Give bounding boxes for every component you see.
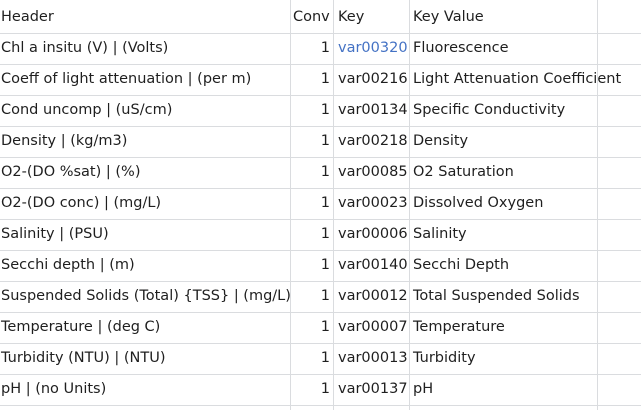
row-divider	[0, 95, 641, 96]
key-cell[interactable]: var00012	[338, 288, 408, 304]
key-cell[interactable]: var00140	[338, 257, 408, 273]
header-cell[interactable]: Suspended Solids (Total) {TSS} | (mg/L)	[1, 288, 291, 304]
key-cell[interactable]: var00216	[338, 71, 408, 87]
header-cell[interactable]: Temperature | (deg C)	[1, 319, 161, 335]
column-header-key[interactable]: Key	[338, 9, 365, 25]
row-divider	[0, 64, 641, 65]
row-divider	[0, 312, 641, 313]
header-cell[interactable]: Chl a insitu (V) | (Volts)	[1, 40, 169, 56]
header-cell[interactable]: O2-(DO %sat) | (%)	[1, 164, 141, 180]
key-value-cell[interactable]: Temperature	[413, 319, 505, 335]
conv-cell[interactable]: 1	[320, 164, 330, 180]
row-divider	[0, 157, 641, 158]
key-value-cell[interactable]: Density	[413, 133, 469, 149]
column-divider	[333, 0, 334, 410]
column-divider	[597, 0, 598, 410]
conv-cell[interactable]: 1	[320, 319, 330, 335]
key-value-cell[interactable]: O2 Saturation	[413, 164, 514, 180]
header-cell[interactable]: Secchi depth | (m)	[1, 257, 135, 273]
conv-cell[interactable]: 1	[320, 40, 330, 56]
key-value-cell[interactable]: Fluorescence	[413, 40, 509, 56]
key-cell-hyperlink[interactable]: var00320	[338, 40, 408, 56]
key-value-cell[interactable]: Total Suspended Solids	[413, 288, 580, 304]
key-cell[interactable]: var00218	[338, 133, 408, 149]
conv-cell[interactable]: 1	[320, 102, 330, 118]
key-value-cell[interactable]: Specific Conductivity	[413, 102, 566, 118]
header-cell[interactable]: Turbidity (NTU) | (NTU)	[1, 350, 166, 366]
key-value-cell[interactable]: pH	[413, 381, 434, 397]
key-cell[interactable]: var00007	[338, 319, 408, 335]
conv-cell[interactable]: 1	[320, 381, 330, 397]
conv-cell[interactable]: 1	[320, 288, 330, 304]
column-header-header[interactable]: Header	[1, 9, 54, 25]
row-divider	[0, 405, 641, 406]
row-divider	[0, 250, 641, 251]
column-divider	[409, 0, 410, 410]
header-cell[interactable]: Cond uncomp | (uS/cm)	[1, 102, 173, 118]
header-cell[interactable]: Density | (kg/m3)	[1, 133, 128, 149]
header-cell[interactable]: Coeff of light attenuation | (per m)	[1, 71, 252, 87]
row-divider	[0, 281, 641, 282]
column-divider	[290, 0, 291, 410]
row-divider	[0, 126, 641, 127]
key-cell[interactable]: var00085	[338, 164, 408, 180]
conv-cell[interactable]: 1	[320, 350, 330, 366]
row-divider	[0, 33, 641, 34]
key-cell[interactable]: var00013	[338, 350, 408, 366]
conv-cell[interactable]: 1	[320, 133, 330, 149]
row-divider	[0, 188, 641, 189]
header-cell[interactable]: pH | (no Units)	[1, 381, 107, 397]
key-value-cell[interactable]: Light Attenuation Coefficient	[413, 71, 622, 87]
key-value-cell[interactable]: Secchi Depth	[413, 257, 510, 273]
conv-cell[interactable]: 1	[320, 226, 330, 242]
key-cell[interactable]: var00023	[338, 195, 408, 211]
column-header-key-value[interactable]: Key Value	[413, 9, 484, 25]
conv-cell[interactable]: 1	[320, 71, 330, 87]
conv-cell[interactable]: 1	[320, 195, 330, 211]
key-value-cell[interactable]: Salinity	[413, 226, 467, 242]
header-cell[interactable]: Salinity | (PSU)	[1, 226, 109, 242]
conv-cell[interactable]: 1	[320, 257, 330, 273]
row-divider	[0, 219, 641, 220]
column-header-conv[interactable]: Conv	[293, 9, 330, 25]
row-divider	[0, 343, 641, 344]
header-cell[interactable]: O2-(DO conc) | (mg/L)	[1, 195, 162, 211]
key-value-cell[interactable]: Dissolved Oxygen	[413, 195, 544, 211]
row-divider	[0, 374, 641, 375]
key-value-cell[interactable]: Turbidity	[413, 350, 476, 366]
key-cell[interactable]: var00134	[338, 102, 408, 118]
key-cell[interactable]: var00137	[338, 381, 408, 397]
key-cell[interactable]: var00006	[338, 226, 408, 242]
